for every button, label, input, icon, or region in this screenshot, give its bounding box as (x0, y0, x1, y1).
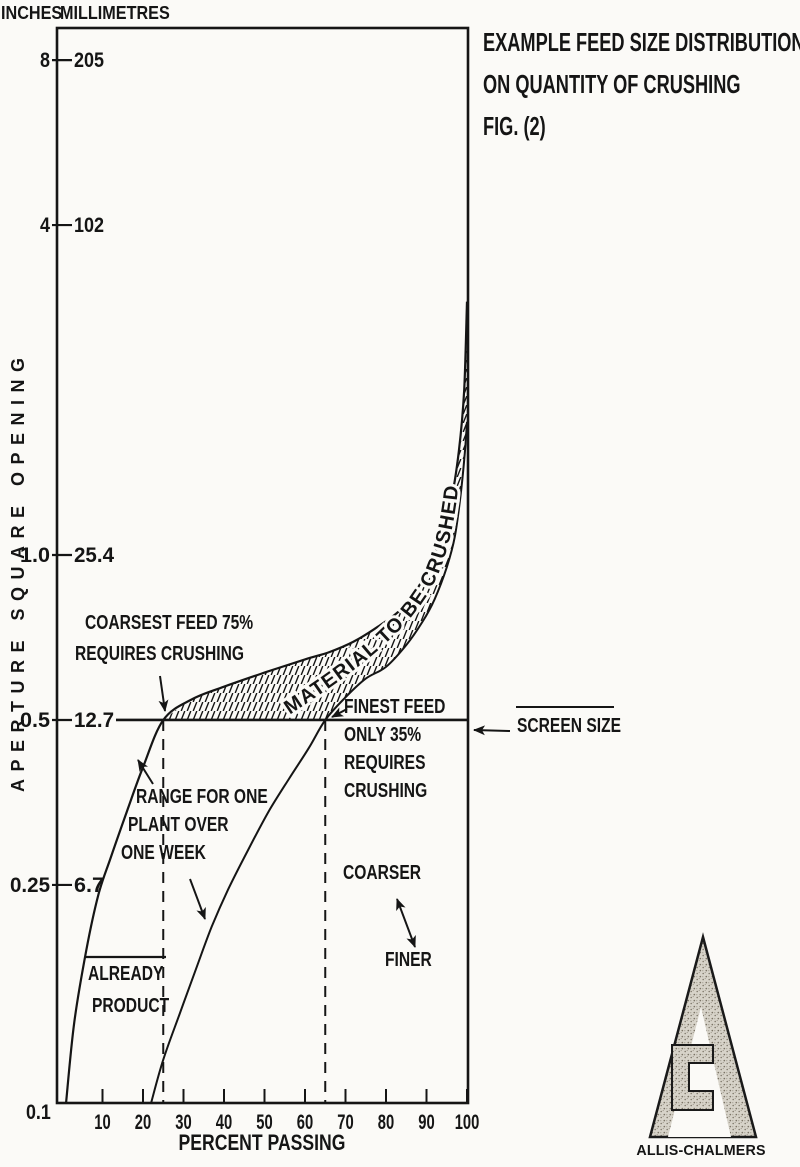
range-lower-arrow (189, 878, 206, 920)
x-tick-label: 80 (378, 1111, 394, 1134)
finer-label: FINER (385, 949, 432, 971)
chart-title-line-2: ON QUANTITY OF CRUSHING (483, 69, 741, 99)
x-tick-label: 60 (297, 1111, 313, 1134)
already-label: ALREADY (88, 963, 164, 985)
finest-annotation-line-4: CRUSHING (344, 780, 428, 802)
allis-chalmers-logo (648, 932, 758, 1139)
x-tick-label: 100 (455, 1111, 480, 1134)
y-axis-title: APERTURE SQUARE OPENING (8, 350, 28, 792)
band-label: MATERIAL TO BE CRUSHED (280, 483, 463, 719)
coarsest-annotation-line-1: COARSEST FEED 75% (85, 612, 254, 634)
x-tick-label: 90 (418, 1111, 434, 1134)
y-units-inches: INCHES (1, 3, 63, 23)
chart-title-line-1: EXAMPLE FEED SIZE DISTRIBUTION (483, 27, 800, 57)
x-tick-label: 50 (256, 1111, 272, 1134)
plot-area: 8 205 4 102 1.0 25.4 0.5 12.7 0.25 6.7 10 20 30 40 50 6… (10, 26, 480, 1134)
x-tick-label: 20 (135, 1111, 151, 1134)
y-tick-label-inches: 4 (40, 214, 50, 237)
coarser-label: COARSER (343, 862, 422, 884)
plot-border (55, 26, 470, 1105)
y-tick-label-inches: 0.25 (10, 874, 50, 897)
logo-wordmark: ALLIS-CHALMERS (636, 1142, 766, 1159)
logo-c-glyph (671, 1044, 714, 1111)
y-units-millimetres: MILLIMETRES (60, 3, 170, 23)
y-tick-label-mm: 12.7 (74, 709, 114, 732)
chart-title-line-3: FIG. (2) (483, 111, 546, 141)
range-annotation-line-1: RANGE FOR ONE (136, 786, 268, 808)
finest-annotation-line-3: REQUIRES (344, 752, 426, 774)
y-tick-label-mm: 6.7 (74, 874, 104, 897)
y-tick-label-inches: 1.0 (20, 544, 50, 567)
screen-size-label: SCREEN SIZE (517, 715, 622, 737)
y-tick-label-mm: 25.4 (74, 544, 114, 567)
x-tick-label: 40 (216, 1111, 232, 1134)
x-tick-label: 30 (175, 1111, 191, 1134)
x-tick-label: 70 (337, 1111, 353, 1134)
finest-annotation-line-1: FINEST FEED (344, 696, 446, 718)
y-tick-label-mm: 102 (74, 214, 104, 237)
screen-size-arrow (473, 725, 511, 736)
y-tick-label-inches: 8 (40, 49, 50, 72)
coarsest-feed-arrow (158, 675, 169, 712)
annotation-arrows (137, 675, 511, 948)
y-axis-bottom-value: 0.1 (26, 1101, 51, 1124)
coarsest-annotation-line-2: REQUIRES CRUSHING (75, 643, 245, 665)
finest-annotation-line-2: ONLY 35% (344, 724, 422, 746)
y-tick-label-mm: 205 (74, 49, 104, 72)
coarsest-feed-curve (64, 301, 469, 1104)
range-upper-arrow (137, 759, 154, 785)
x-tick-label: 10 (94, 1111, 110, 1134)
y-tick-label-inches: 0.5 (20, 709, 50, 732)
coarser-finer-arrow (396, 898, 416, 948)
range-annotation-line-3: ONE WEEK (121, 842, 206, 864)
range-annotation-line-2: PLANT OVER (128, 814, 229, 836)
x-axis-title: PERCENT PASSING (178, 1130, 346, 1155)
product-label: PRODUCT (92, 995, 170, 1017)
finest-feed-arrow (331, 707, 348, 718)
